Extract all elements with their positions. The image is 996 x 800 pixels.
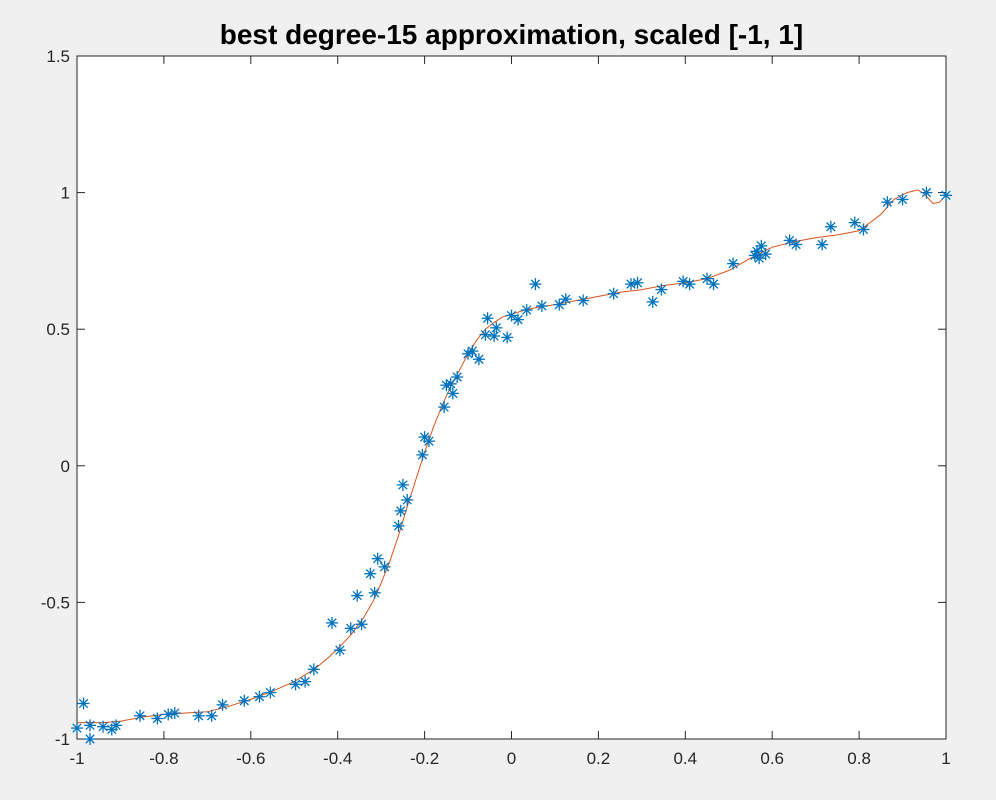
data-point xyxy=(753,252,766,265)
data-point xyxy=(535,299,548,312)
data-point xyxy=(451,371,464,384)
marker-layer xyxy=(71,186,952,745)
data-point xyxy=(559,293,572,306)
data-point xyxy=(355,618,368,631)
data-point xyxy=(920,186,933,199)
data-point xyxy=(505,309,518,322)
x-tick-label: 0.8 xyxy=(847,749,871,768)
data-point xyxy=(364,567,377,580)
data-point xyxy=(326,616,339,629)
data-point xyxy=(168,707,181,720)
x-tick-label: -0.4 xyxy=(323,749,352,768)
x-tick-label: 1 xyxy=(941,749,950,768)
data-point xyxy=(151,712,164,725)
data-point xyxy=(392,519,405,532)
data-point xyxy=(848,216,861,229)
data-point xyxy=(701,272,714,285)
x-tick-label: 0.4 xyxy=(673,749,697,768)
data-point xyxy=(940,189,952,202)
data-point xyxy=(488,330,501,343)
data-point xyxy=(264,686,277,699)
data-point xyxy=(344,622,357,635)
data-point xyxy=(759,248,772,261)
data-point xyxy=(466,345,479,358)
x-tick-label: 0 xyxy=(507,749,516,768)
data-point xyxy=(655,283,668,296)
data-point xyxy=(512,313,525,326)
data-point xyxy=(857,223,870,236)
data-point xyxy=(790,238,803,251)
data-point xyxy=(77,697,90,710)
data-point xyxy=(472,353,485,366)
data-point xyxy=(481,312,494,325)
data-point xyxy=(416,448,429,461)
data-point xyxy=(71,722,83,735)
x-tick-label: -0.6 xyxy=(236,749,265,768)
axes: -1 -0.8 -0.6 -0.4 -0.2 0 0.2 0.4 0.6 0.8 1 -1 -0.5 0 0… xyxy=(41,47,951,768)
data-point xyxy=(289,678,302,691)
data-point xyxy=(84,733,97,745)
data-point xyxy=(378,560,391,573)
data-point xyxy=(520,304,533,317)
fit-curve-layer xyxy=(77,189,947,724)
data-point xyxy=(607,287,620,300)
chart-title: best degree-15 approximation, scaled [-1… xyxy=(220,19,804,50)
data-point xyxy=(490,321,503,334)
data-point xyxy=(238,694,251,707)
x-tick-label: -1 xyxy=(69,749,84,768)
data-point xyxy=(577,294,590,307)
data-point xyxy=(881,196,894,209)
data-point xyxy=(501,331,514,344)
data-point xyxy=(553,298,566,311)
data-point xyxy=(299,675,312,688)
data-point xyxy=(205,709,218,722)
data-point xyxy=(646,295,659,308)
y-tick-label: 0 xyxy=(61,457,70,476)
data-point xyxy=(368,586,381,599)
data-point xyxy=(727,257,740,270)
fit-curve xyxy=(77,189,947,724)
data-point xyxy=(707,278,720,291)
data-point xyxy=(529,278,542,291)
x-tick-label: 0.2 xyxy=(587,749,611,768)
y-tick-label: -0.5 xyxy=(41,593,70,612)
y-tick-label: 1 xyxy=(61,184,70,203)
data-point xyxy=(394,504,407,517)
data-point xyxy=(84,719,97,732)
y-tick-label: 1.5 xyxy=(46,47,70,66)
data-point xyxy=(783,234,796,247)
data-point xyxy=(401,493,414,506)
data-point xyxy=(816,238,829,251)
x-tick-label: -0.2 xyxy=(410,749,439,768)
data-point xyxy=(192,709,205,722)
data-point xyxy=(824,220,837,233)
x-tick-label: 0.6 xyxy=(760,749,784,768)
data-point xyxy=(253,690,266,703)
y-tick-label: 0.5 xyxy=(46,320,70,339)
data-point xyxy=(351,589,364,602)
data-point xyxy=(371,552,384,565)
data-point xyxy=(755,239,768,252)
data-point xyxy=(631,276,644,289)
data-point xyxy=(479,328,492,341)
y-tick-label: -1 xyxy=(55,730,70,749)
plot-area xyxy=(77,56,946,739)
data-point xyxy=(97,720,110,733)
data-point xyxy=(110,719,123,732)
data-point xyxy=(333,644,346,657)
x-tick-label: -0.8 xyxy=(149,749,178,768)
data-point xyxy=(446,387,459,400)
data-point xyxy=(307,663,320,676)
data-point xyxy=(134,709,147,722)
data-point xyxy=(683,278,696,291)
data-point xyxy=(896,193,909,206)
data-point xyxy=(396,478,409,491)
data-point xyxy=(438,401,451,414)
data-point xyxy=(216,698,229,711)
data-point xyxy=(422,435,435,448)
